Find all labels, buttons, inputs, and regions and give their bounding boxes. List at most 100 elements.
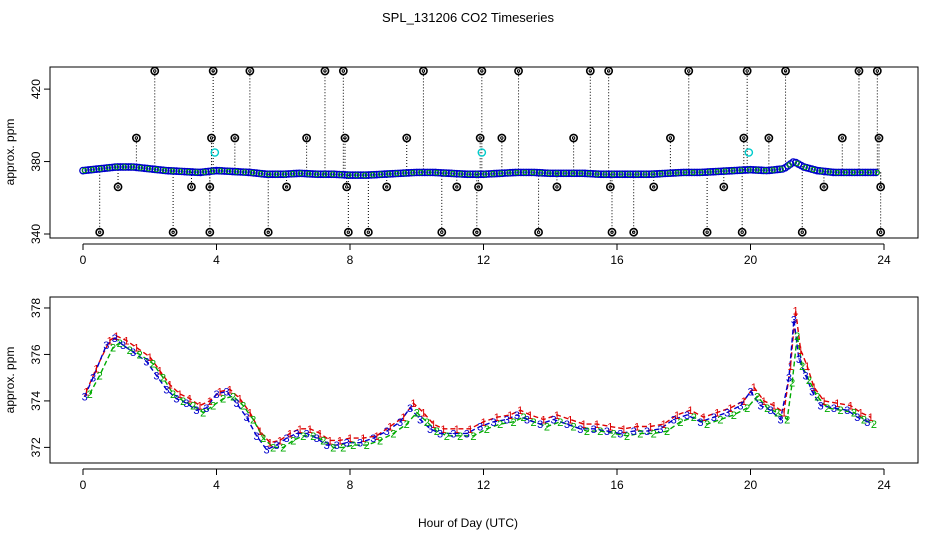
series-1-point: 1 xyxy=(727,403,733,415)
baseline-green-point xyxy=(233,168,240,175)
series-1-point: 1 xyxy=(420,408,426,420)
low-outlier-point-inner xyxy=(266,230,270,234)
baseline-point xyxy=(725,167,733,175)
small-outlier-point-inner xyxy=(822,185,826,189)
series-2-point: 2 xyxy=(457,431,463,443)
series-2-point: 2 xyxy=(704,419,710,431)
series-1-point: 1 xyxy=(834,398,840,410)
series-3-point: 3 xyxy=(818,401,824,413)
series-1-point: 1 xyxy=(454,424,460,436)
baseline-point xyxy=(749,166,758,174)
baseline-green-point xyxy=(337,171,344,178)
series-1-point: 1 xyxy=(607,421,613,433)
series-2-point: 2 xyxy=(330,442,336,454)
baseline-point xyxy=(140,164,149,173)
series-2-point: 2 xyxy=(424,417,430,429)
series-3-point: 3 xyxy=(747,387,753,399)
series-1-point: 1 xyxy=(317,428,323,440)
series-3-point: 3 xyxy=(294,428,300,440)
x-tick-label: 8 xyxy=(347,253,354,267)
baseline-green-point xyxy=(746,167,752,173)
mid-outlier-point xyxy=(131,133,141,143)
mid-outlier-point-inner xyxy=(571,136,576,140)
series-1-point: 1 xyxy=(267,438,273,450)
baseline-green-point xyxy=(482,171,488,177)
series-1-point: 1 xyxy=(581,419,587,431)
low-outlier-point-inner xyxy=(346,230,351,234)
low-outlier-point-inner xyxy=(878,230,883,234)
high-outlier-point xyxy=(781,66,790,76)
low-outlier-point xyxy=(343,227,353,237)
series-2-point: 2 xyxy=(744,403,750,415)
baseline-point xyxy=(212,166,221,175)
series-1-point: 1 xyxy=(761,396,767,408)
baseline-point xyxy=(236,168,245,176)
high-outlier-point-inner xyxy=(875,69,880,73)
high-outlier-point-inner xyxy=(480,69,484,73)
baseline-point xyxy=(156,166,165,174)
series-1-point: 1 xyxy=(792,305,798,317)
series-2-point: 2 xyxy=(137,349,143,361)
baseline-green-point xyxy=(313,171,320,177)
mid-outlier-point xyxy=(207,133,216,143)
baseline-green-point xyxy=(546,170,552,176)
mid-outlier-point xyxy=(402,133,412,143)
series-1-point: 1 xyxy=(287,428,293,440)
series-2-point: 2 xyxy=(611,428,617,440)
series-1-point: 1 xyxy=(621,424,627,436)
series-3-point: 3 xyxy=(537,419,543,431)
baseline-point xyxy=(164,166,173,175)
baseline-point xyxy=(148,165,157,173)
series-2-point: 2 xyxy=(531,417,537,429)
series-1-point: 1 xyxy=(787,361,793,373)
series-2-point: 2 xyxy=(497,419,503,431)
low-outlier-point-inner xyxy=(366,230,371,234)
series-3-point: 3 xyxy=(213,389,219,401)
baseline-green-point xyxy=(241,169,248,175)
series-2-point: 2 xyxy=(117,338,123,350)
baseline-green-point xyxy=(578,170,584,177)
baseline-green-point xyxy=(257,170,264,177)
baseline-green-point xyxy=(121,164,128,170)
series-3-point: 3 xyxy=(397,417,403,429)
baseline-green-point xyxy=(410,169,416,176)
series-1-point: 1 xyxy=(541,415,547,427)
baseline-green-point xyxy=(818,168,824,174)
high-outlier-point-inner xyxy=(341,69,346,73)
series-2-line xyxy=(89,335,875,449)
series-1-point: 1 xyxy=(247,408,253,420)
baseline-green-point xyxy=(674,170,680,176)
series-2-point: 2 xyxy=(260,433,266,445)
baseline-green-point xyxy=(690,169,696,176)
high-outlier-point xyxy=(419,66,428,76)
baseline-point xyxy=(372,170,381,179)
baseline-point xyxy=(621,170,629,179)
series-2-point: 2 xyxy=(180,396,186,408)
series-2-point: 2 xyxy=(677,417,683,429)
baseline-point xyxy=(468,170,477,179)
series-1-point: 1 xyxy=(207,396,213,408)
series-2-point: 2 xyxy=(544,421,550,433)
baseline-point xyxy=(204,167,213,176)
x-axis-label: Hour of Day (UTC) xyxy=(418,516,518,530)
series-3-point: 3 xyxy=(767,405,773,417)
top-y-axis: 340 380 420 xyxy=(29,79,51,244)
baseline-green-point xyxy=(714,168,720,175)
series-2-point: 2 xyxy=(774,408,780,420)
baseline-green-point xyxy=(474,171,480,177)
series-3-point: 3 xyxy=(427,424,433,436)
baseline-green-point xyxy=(345,172,352,178)
series-1-point: 1 xyxy=(821,396,827,408)
baseline-point xyxy=(412,168,421,177)
baseline-point xyxy=(509,168,517,177)
small-outlier-point-inner xyxy=(608,185,613,189)
series-2-point: 2 xyxy=(789,377,795,389)
baseline-green-point xyxy=(225,168,232,174)
small-outlier-point-inner xyxy=(878,185,883,189)
baseline-point xyxy=(605,170,613,179)
series-1-point: 1 xyxy=(123,336,129,348)
baseline-point xyxy=(196,168,205,177)
series-1-point: 1 xyxy=(798,345,804,357)
small-outlier-point xyxy=(719,182,729,192)
